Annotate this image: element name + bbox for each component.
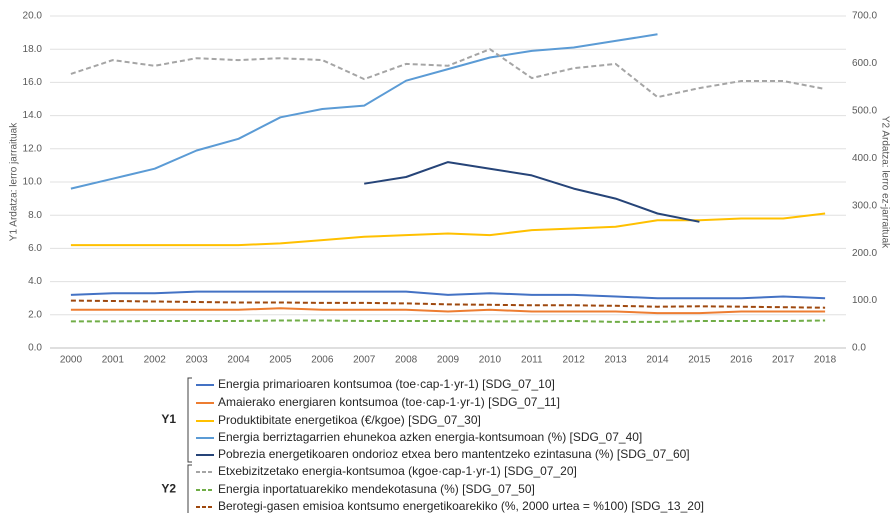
legend-brace bbox=[187, 464, 192, 513]
x-tick-label: 2007 bbox=[353, 355, 376, 366]
legend-group-label: Y2 bbox=[161, 482, 176, 496]
x-tick-label: 2002 bbox=[144, 355, 167, 366]
x-tick-label: 2014 bbox=[646, 355, 669, 366]
y2-axis-title: Y2 Ardatza: lerro ez-jarraituak bbox=[879, 116, 890, 249]
x-tick-label: 2012 bbox=[563, 355, 586, 366]
legend-label: Produktibitate energetikoa (€/kgoe) [SDG… bbox=[218, 413, 481, 427]
legend-label: Pobrezia energetikoaren ondorioz etxea b… bbox=[218, 447, 690, 461]
series-line bbox=[70, 307, 826, 315]
legend-label: Etxebizitzetako energia-kontsumoa (kgoe·… bbox=[218, 464, 577, 478]
y-tick-label: 0.0 bbox=[28, 343, 42, 354]
series-line bbox=[70, 48, 826, 99]
y-tick-label: 16.0 bbox=[23, 77, 43, 88]
y2-tick-label: 500.0 bbox=[852, 105, 877, 116]
legend-brace bbox=[187, 377, 192, 463]
series-line bbox=[70, 319, 826, 323]
x-tick-label: 2000 bbox=[60, 355, 83, 366]
y-tick-label: 6.0 bbox=[28, 243, 42, 254]
y2-tick-label: 700.0 bbox=[852, 11, 877, 22]
y-tick-label: 2.0 bbox=[28, 309, 42, 320]
x-tick-label: 2016 bbox=[730, 355, 753, 366]
y-tick-label: 18.0 bbox=[23, 44, 43, 55]
series-line bbox=[364, 161, 700, 223]
y-tick-label: 12.0 bbox=[23, 143, 43, 154]
x-tick-label: 2013 bbox=[604, 355, 627, 366]
legend-label: Energia berriztagarrien ehunekoa azken e… bbox=[218, 430, 642, 444]
legend-label: Amaierako energiaren kontsumoa (toe·cap-… bbox=[218, 395, 560, 409]
legend-label: Energia inportatuarekiko mendekotasuna (… bbox=[218, 482, 535, 496]
y2-tick-label: 0.0 bbox=[852, 343, 866, 354]
series-line bbox=[70, 212, 826, 247]
y2-tick-label: 200.0 bbox=[852, 248, 877, 259]
legend-group-label: Y1 bbox=[161, 412, 176, 426]
y-tick-label: 4.0 bbox=[28, 276, 42, 287]
series-line bbox=[70, 33, 658, 190]
y-tick-label: 10.0 bbox=[23, 177, 43, 188]
x-tick-label: 2017 bbox=[772, 355, 795, 366]
x-tick-label: 2005 bbox=[269, 355, 292, 366]
x-tick-label: 2011 bbox=[521, 355, 543, 366]
series-line bbox=[70, 299, 826, 309]
y-tick-label: 20.0 bbox=[23, 11, 43, 22]
y2-tick-label: 400.0 bbox=[852, 153, 877, 164]
x-tick-label: 2003 bbox=[186, 355, 209, 366]
x-tick-label: 2018 bbox=[814, 355, 837, 366]
x-tick-label: 2001 bbox=[102, 355, 125, 366]
x-tick-label: 2010 bbox=[479, 355, 502, 366]
x-tick-label: 2008 bbox=[395, 355, 418, 366]
y-tick-label: 8.0 bbox=[28, 210, 42, 221]
x-tick-label: 2015 bbox=[688, 355, 711, 366]
y2-tick-label: 100.0 bbox=[852, 295, 877, 306]
y2-tick-label: 300.0 bbox=[852, 200, 877, 211]
x-tick-label: 2009 bbox=[437, 355, 460, 366]
y-axis-title: Y1 Ardatza: lerro jarraituak bbox=[9, 122, 20, 241]
x-tick-label: 2004 bbox=[227, 355, 250, 366]
series-line bbox=[70, 290, 826, 300]
y2-tick-label: 600.0 bbox=[852, 58, 877, 69]
legend-label: Berotegi-gasen emisioa kontsumo energeti… bbox=[218, 499, 704, 513]
legend-label: Energia primarioaren kontsumoa (toe·cap-… bbox=[218, 377, 555, 391]
x-tick-label: 2006 bbox=[311, 355, 334, 366]
y-tick-label: 14.0 bbox=[23, 110, 43, 121]
